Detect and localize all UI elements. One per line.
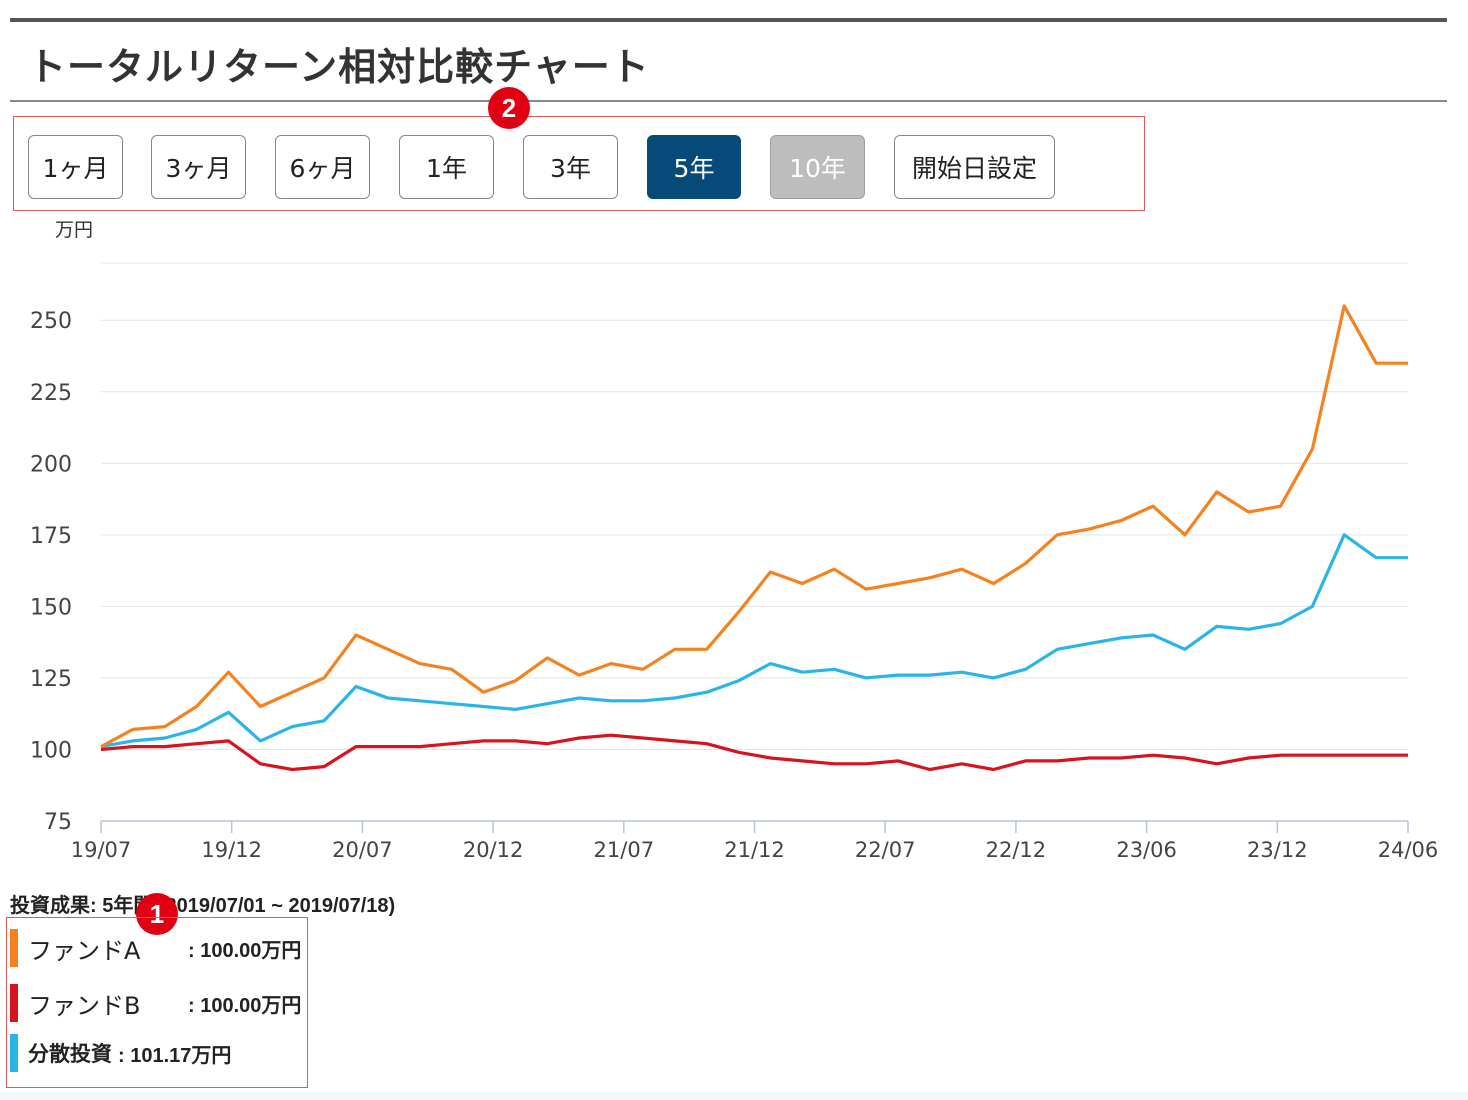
range-button-start-date-setting[interactable]: 開始日設定: [894, 135, 1055, 199]
y-tick-label: 125: [30, 667, 72, 692]
x-tick-label: 22/12: [986, 838, 1047, 862]
x-tick-label: 21/07: [594, 838, 655, 862]
legend-name: 分散投資: [28, 1042, 112, 1066]
legend-name: ファンドB: [28, 991, 141, 1020]
range-button-5-year[interactable]: 5年: [647, 135, 741, 199]
y-tick-label: 225: [30, 381, 72, 406]
y-tick-label: 250: [30, 309, 72, 334]
total-return-chart: 75 100 125 150 175 200 225 250 19/07 19/12 20/07 20…: [30, 262, 1439, 862]
range-button-3-year[interactable]: 3年: [523, 135, 618, 199]
title-rule: [10, 100, 1447, 102]
legend-name: ファンドA: [28, 936, 141, 965]
legend-highlight: [6, 917, 308, 1088]
x-tick-label: 23/12: [1247, 838, 1308, 862]
legend-value: : 100.00万円: [188, 939, 302, 962]
range-button-3-month[interactable]: 3ヶ月: [151, 135, 246, 199]
legend-swatch: [10, 929, 18, 967]
legend-value: : 100.00万円: [188, 994, 302, 1017]
annotation-badge-1: 1: [136, 893, 178, 935]
x-tick-label: 24/06: [1378, 838, 1439, 862]
series-line-diversified: [100, 533, 1408, 749]
legend-item: ファンドA : 100.00万円: [10, 929, 301, 967]
range-button-10-year: 10年: [770, 135, 865, 199]
range-button-1-year[interactable]: 1年: [399, 135, 494, 199]
legend-item: 分散投資 : 101.17万円: [10, 1034, 231, 1072]
y-axis-unit-label: 万円: [55, 219, 94, 241]
legend-swatch: [10, 984, 18, 1022]
y-tick-label: 150: [30, 595, 72, 620]
y-tick-label: 175: [30, 524, 72, 549]
y-tick-label: 200: [30, 452, 72, 477]
y-tick-label: 100: [30, 738, 72, 763]
results-title: 投資成果: 5年間 (2019/07/01 ~ 2019/07/18): [10, 895, 396, 917]
x-tick-label: 21/12: [724, 838, 785, 862]
x-tick-label: 19/12: [201, 838, 262, 862]
legend-swatch: [10, 1034, 18, 1072]
legend-value: : 101.17万円: [118, 1044, 232, 1067]
x-tick-label: 22/07: [855, 838, 916, 862]
legend-item: ファンドB : 100.00万円: [10, 984, 301, 1022]
top-rule: [10, 18, 1447, 22]
series-line-fund-a: [100, 304, 1408, 749]
x-tick-label: 20/12: [463, 838, 524, 862]
x-tick-label: 20/07: [332, 838, 393, 862]
range-selector-highlight: [13, 116, 1145, 211]
bottom-band: [0, 1092, 1468, 1100]
y-tick-label: 75: [44, 810, 72, 835]
series-line-fund-b: [100, 733, 1408, 772]
x-tick-label: 19/07: [71, 838, 132, 862]
x-tick-label: 23/06: [1116, 838, 1177, 862]
page-title: トータルリターン相対比較チャート: [28, 45, 650, 89]
range-button-6-month[interactable]: 6ヶ月: [275, 135, 370, 199]
annotation-badge-2: 2: [488, 87, 530, 129]
range-button-1-month[interactable]: 1ヶ月: [28, 135, 123, 199]
